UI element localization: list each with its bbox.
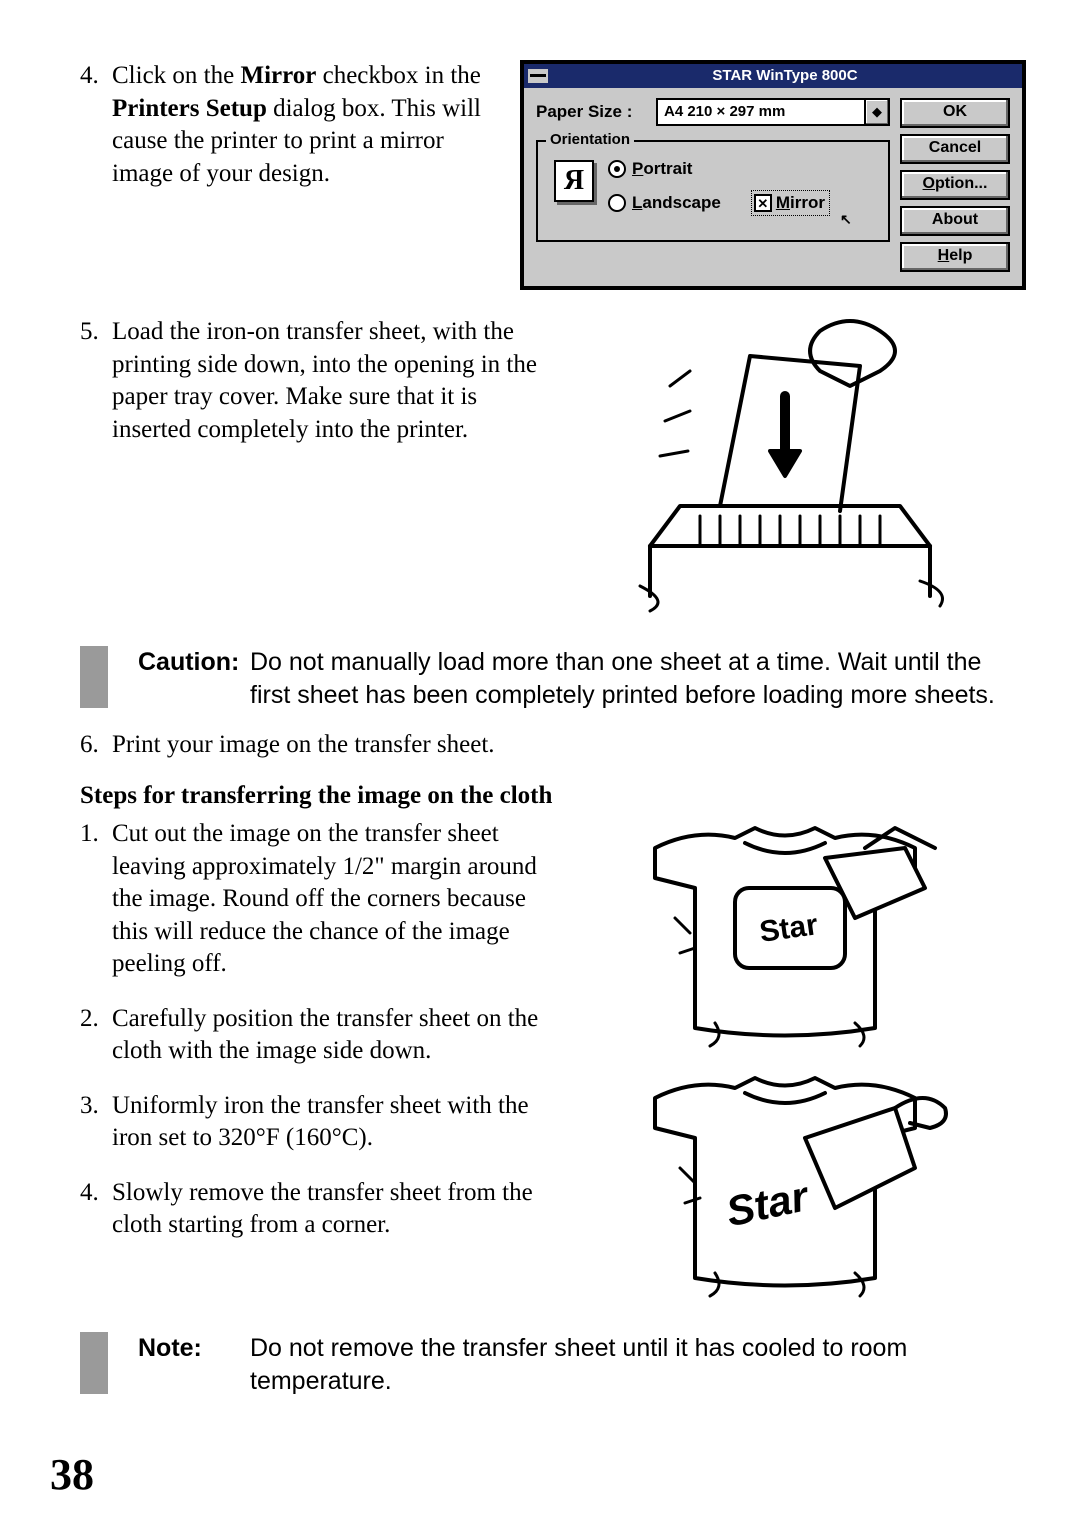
- note-block: Note: Do not remove the transfer sheet u…: [80, 1332, 1010, 1397]
- orientation-preview-icon: Я: [554, 160, 594, 202]
- dropdown-arrow-icon[interactable]: ◆: [864, 100, 888, 124]
- landscape-label: Landscape: [632, 192, 721, 214]
- note-tab: [80, 1332, 108, 1394]
- paper-size-value: A4 210 × 297 mm: [658, 100, 864, 124]
- printer-loading-illustration: [570, 316, 1010, 616]
- step-6: 6. Print your image on the transfer shee…: [80, 729, 1010, 762]
- caution-text: Do not manually load more than one sheet…: [250, 646, 1010, 711]
- dialog-title: STAR WinType 800C: [552, 66, 1018, 86]
- caution-label: Caution:: [138, 646, 250, 711]
- step-5-body: Load the iron-on transfer sheet, with th…: [112, 316, 540, 446]
- note-label: Note:: [138, 1332, 250, 1397]
- orientation-legend: Orientation: [546, 130, 634, 150]
- paper-size-label: Paper Size :: [536, 101, 656, 123]
- step-6-body: Print your image on the transfer sheet.: [112, 729, 1010, 762]
- cloth-step-4: 4. Slowly remove the transfer sheet from…: [80, 1177, 560, 1242]
- manual-page: 4. Click on the Mirror checkbox in the P…: [0, 0, 1080, 1533]
- step-4-num: 4.: [80, 60, 112, 190]
- about-button[interactable]: About: [900, 206, 1010, 236]
- cursor-icon: ↖: [840, 210, 900, 228]
- svg-text:Star: Star: [757, 908, 820, 949]
- landscape-radio[interactable]: [608, 194, 626, 212]
- cloth-step-3: 3. Uniformly iron the transfer sheet wit…: [80, 1090, 560, 1155]
- step-5-row: 5. Load the iron-on transfer sheet, with…: [80, 316, 1010, 616]
- ok-button[interactable]: OK: [900, 98, 1010, 128]
- step-4-text: 4. Click on the Mirror checkbox in the P…: [80, 60, 500, 194]
- checkbox-checked-icon: ✕: [754, 194, 772, 212]
- cloth-steps-list: 1. Cut out the image on the transfer she…: [80, 818, 560, 1246]
- shirt-illustration: Star Star: [560, 818, 1010, 1318]
- caution-block: Caution: Do not manually load more than …: [80, 646, 1010, 711]
- portrait-label-rest: ortrait: [643, 159, 692, 178]
- orientation-fieldset: Orientation Я Portrait Landscape: [536, 140, 890, 242]
- printers-setup-dialog: STAR WinType 800C Paper Size : A4 210 × …: [520, 60, 1026, 290]
- paper-size-combo[interactable]: A4 210 × 297 mm ◆: [656, 98, 890, 126]
- step-6-num: 6.: [80, 729, 112, 762]
- cloth-step-1: 1. Cut out the image on the transfer she…: [80, 818, 560, 981]
- step-4-row: 4. Click on the Mirror checkbox in the P…: [80, 60, 1010, 290]
- cloth-step-2: 2. Carefully position the transfer sheet…: [80, 1003, 560, 1068]
- step-5-num: 5.: [80, 316, 112, 446]
- cancel-button[interactable]: Cancel: [900, 134, 1010, 164]
- landscape-radio-row: Landscape ✕ Mirror: [608, 190, 878, 216]
- portrait-radio[interactable]: Portrait: [608, 158, 878, 180]
- option-button[interactable]: Option...: [900, 170, 1010, 200]
- page-number: 38: [50, 1446, 94, 1503]
- section-heading: Steps for transferring the image on the …: [80, 780, 1010, 813]
- step-4-body: Click on the Mirror checkbox in the Prin…: [112, 60, 500, 190]
- caution-tab: [80, 646, 108, 708]
- svg-text:Star: Star: [722, 1172, 814, 1236]
- dialog-titlebar: STAR WinType 800C: [524, 64, 1022, 88]
- radio-checked-icon: [608, 160, 626, 178]
- cloth-steps-row: 1. Cut out the image on the transfer she…: [80, 818, 1010, 1318]
- mirror-checkbox[interactable]: ✕ Mirror: [751, 190, 830, 216]
- system-menu-icon[interactable]: [528, 69, 548, 83]
- note-text: Do not remove the transfer sheet until i…: [250, 1332, 1010, 1397]
- help-button[interactable]: Help: [900, 242, 1010, 272]
- step-5-text: 5. Load the iron-on transfer sheet, with…: [80, 316, 540, 450]
